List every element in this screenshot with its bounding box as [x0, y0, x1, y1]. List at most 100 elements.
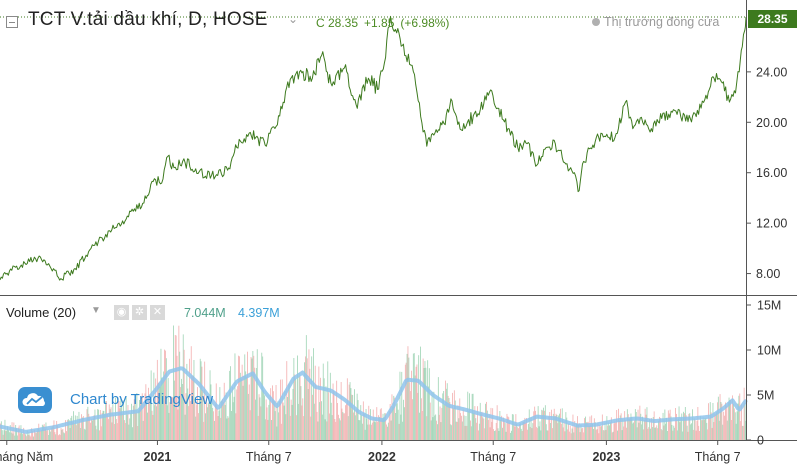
volume-bar	[587, 421, 589, 440]
volume-bar	[594, 422, 596, 440]
volume-bar	[346, 378, 348, 440]
volume-bar	[623, 426, 625, 440]
volume-bar	[708, 403, 709, 440]
volume-bar	[716, 412, 717, 440]
volume-bar	[734, 412, 736, 440]
volume-axis[interactable]: 0 5M 10M 15M	[746, 299, 781, 448]
volume-bar	[666, 417, 667, 440]
volume-bar	[608, 422, 610, 440]
volume-bar	[16, 435, 18, 440]
collapse-icon[interactable]	[6, 16, 18, 28]
price-axis[interactable]: 8.00 12.00 16.00 20.00 24.00	[746, 65, 787, 281]
volume-bar	[196, 404, 198, 440]
gear-icon[interactable]: ✲	[132, 305, 147, 320]
volume-bar	[8, 430, 9, 440]
volume-bar	[665, 423, 667, 440]
volume-bar	[453, 390, 455, 440]
volume-bar	[651, 418, 652, 440]
volume-bar	[551, 409, 552, 440]
volume-bar	[514, 426, 516, 440]
volume-bar	[211, 397, 213, 440]
volume-bar	[626, 427, 627, 440]
volume-bar	[412, 399, 413, 440]
volume-bar	[704, 418, 706, 440]
volume-bar	[126, 414, 128, 440]
chart-title: TCT V.tải dầu khí, D, HOSE	[28, 9, 268, 30]
volume-bar	[128, 424, 130, 440]
volume-bar	[164, 349, 165, 440]
volume-bar	[644, 408, 646, 440]
volume-bar	[347, 416, 349, 440]
volume-bar	[145, 384, 147, 440]
volume-bar	[372, 409, 374, 440]
volume-bar	[31, 428, 33, 440]
volume-legend-label[interactable]: Volume (20)	[6, 305, 77, 320]
volume-bar	[298, 373, 300, 440]
volume-bar	[106, 401, 107, 440]
volume-bar	[158, 383, 160, 440]
volume-bar	[739, 393, 741, 440]
volume-bar	[459, 398, 461, 440]
volume-bar	[265, 399, 267, 440]
volume-bar	[692, 409, 693, 440]
volume-bar	[254, 367, 256, 440]
eye-icon[interactable]: ◉	[114, 305, 129, 320]
volume-bar	[200, 361, 202, 440]
tradingview-watermark[interactable]: Chart by TradingView	[70, 391, 214, 408]
volume-bar	[38, 423, 40, 440]
volume-bar	[526, 418, 527, 440]
volume-bar	[722, 424, 724, 440]
tradingview-cloud-icon[interactable]	[18, 387, 52, 413]
volume-bar	[320, 377, 321, 440]
chevron-down-icon[interactable]: ▼	[91, 305, 101, 316]
close-icon[interactable]: ✕	[150, 305, 165, 320]
volume-bar	[140, 397, 142, 440]
volume-bar	[398, 423, 400, 440]
volume-bar	[448, 398, 450, 440]
volume-bar	[508, 417, 510, 440]
volume-bar	[238, 355, 239, 440]
volume-bar	[708, 417, 710, 440]
volume-bar	[179, 351, 181, 440]
volume-bar	[125, 397, 127, 440]
volume-bar	[386, 424, 387, 440]
volume-bar	[203, 421, 205, 440]
volume-bar	[218, 410, 220, 440]
volume-bar	[667, 410, 669, 440]
volume-bar	[297, 355, 298, 440]
volume-tick-label: 0	[757, 434, 764, 448]
volume-bar	[175, 335, 177, 440]
volume-bar	[681, 413, 683, 440]
volume-bar	[5, 430, 7, 440]
volume-bar	[63, 432, 65, 440]
volume-bar	[457, 405, 459, 440]
volume-bar	[647, 428, 649, 440]
volume-bar	[239, 372, 241, 440]
volume-bar	[711, 427, 713, 440]
chevron-down-icon[interactable]: ⌄	[288, 12, 299, 26]
volume-bar	[81, 414, 82, 440]
volume-bar	[554, 416, 556, 440]
volume-bar	[35, 433, 37, 440]
volume-bar	[343, 413, 345, 440]
time-axis[interactable]: tháng Năm 2021 Tháng 7 2022 Tháng 7 2023 Tháng…	[0, 440, 741, 464]
volume-bar	[712, 403, 714, 440]
volume-bar	[264, 419, 266, 440]
price-series-line	[0, 15, 747, 281]
volume-bar	[349, 382, 351, 440]
volume-bar	[597, 422, 599, 440]
volume-bar	[421, 411, 423, 440]
volume-bar	[104, 414, 106, 440]
volume-bar	[144, 393, 146, 440]
volume-bar	[506, 413, 508, 440]
volume-bar	[206, 407, 208, 440]
volume-bar	[111, 422, 113, 440]
volume-bar	[478, 430, 479, 440]
volume-bar	[387, 422, 389, 440]
volume-bar	[16, 428, 17, 440]
volume-bar	[244, 354, 246, 440]
volume-bar	[280, 379, 281, 440]
volume-bar	[0, 421, 2, 440]
volume-bar	[636, 427, 638, 440]
